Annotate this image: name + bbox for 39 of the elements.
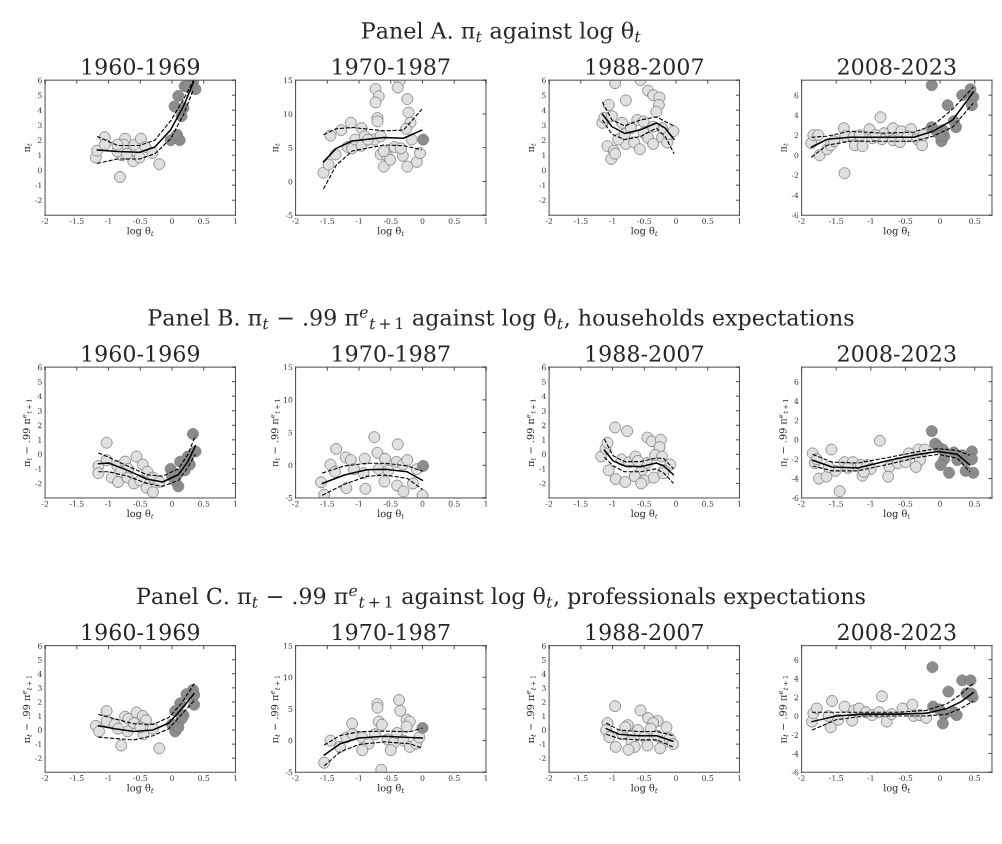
y-axis-title: π$_{t}$ <box>781 143 789 153</box>
chart-title: 1960-1969 <box>82 345 200 362</box>
y-axis-title: π$_{t}$ − .99 π$^{e}$$_{t+1}$ <box>22 399 32 467</box>
x-axis-title: log θ$_{t}$ <box>126 509 154 520</box>
chart-title: 1988-2007 <box>586 58 703 75</box>
x-axis-title: log θ$_{t}$ <box>126 226 154 237</box>
y-axis-title: π$_{t}$ <box>529 143 536 153</box>
chart-title: 1970-1987 <box>333 345 450 362</box>
chart-title: 2008-2023 <box>837 58 956 75</box>
x-axis-title: log θ$_{t}$ <box>126 783 154 794</box>
chart-title: 1970-1987 <box>333 58 450 75</box>
text: Panel B. π$_{t}$ − .99 π$^{e}$$_{t+1}$ against log θ$_{t}$, households expectations <box>148 308 854 331</box>
chart-title: 1960-1969 <box>82 623 200 641</box>
x-axis-title: log θ$_{t}$ <box>377 783 405 794</box>
y-axis-title: π$_{t}$ − .99 π$^{e}$$_{t+1}$ <box>526 399 536 467</box>
y-axis-title: π$_{t}$ <box>273 143 280 153</box>
chart-title: 1970-1987 <box>333 623 450 641</box>
x-axis-title: log θ$_{t}$ <box>883 783 911 794</box>
chart-title: 1960-1969 <box>82 58 200 75</box>
x-axis-title: log θ$_{t}$ <box>630 509 658 520</box>
x-axis-title: log θ$_{t}$ <box>883 226 911 237</box>
y-axis-title: π$_{t}$ − .99 π$^{e}$$_{t+1}$ <box>526 675 536 744</box>
text: Panel A. π$_{t}$ against log θ$_{t}$ <box>362 21 641 44</box>
x-axis-title: log θ$_{t}$ <box>377 509 405 520</box>
y-axis-title: π$_{t}$ − .99 π$^{e}$$_{t+1}$ <box>779 399 789 467</box>
text: Panel C. π$_{t}$ − .99 π$^{e}$$_{t+1}$ against log θ$_{t}$, professionals expectations <box>137 586 865 609</box>
x-axis-title: log θ$_{t}$ <box>630 783 658 794</box>
chart-title: 1988-2007 <box>586 345 703 362</box>
y-axis-title: π$_{t}$ <box>25 143 32 153</box>
chart-title: 2008-2023 <box>837 345 956 362</box>
x-axis-title: log θ$_{t}$ <box>377 226 405 237</box>
chart-title: 2008-2023 <box>837 623 956 641</box>
y-axis-title: π$_{t}$ − .99 π$^{e}$$_{t+1}$ <box>779 675 789 744</box>
x-axis-title: log θ$_{t}$ <box>630 226 658 237</box>
y-axis-title: π$_{t}$ − .99 π$^{e}$$_{t+1}$ <box>271 399 280 467</box>
y-axis-title: π$_{t}$ − .99 π$^{e}$$_{t+1}$ <box>271 675 280 744</box>
y-axis-title: π$_{t}$ − .99 π$^{e}$$_{t+1}$ <box>22 675 32 744</box>
x-axis-title: log θ$_{t}$ <box>883 509 911 520</box>
chart-title: 1988-2007 <box>586 623 703 641</box>
